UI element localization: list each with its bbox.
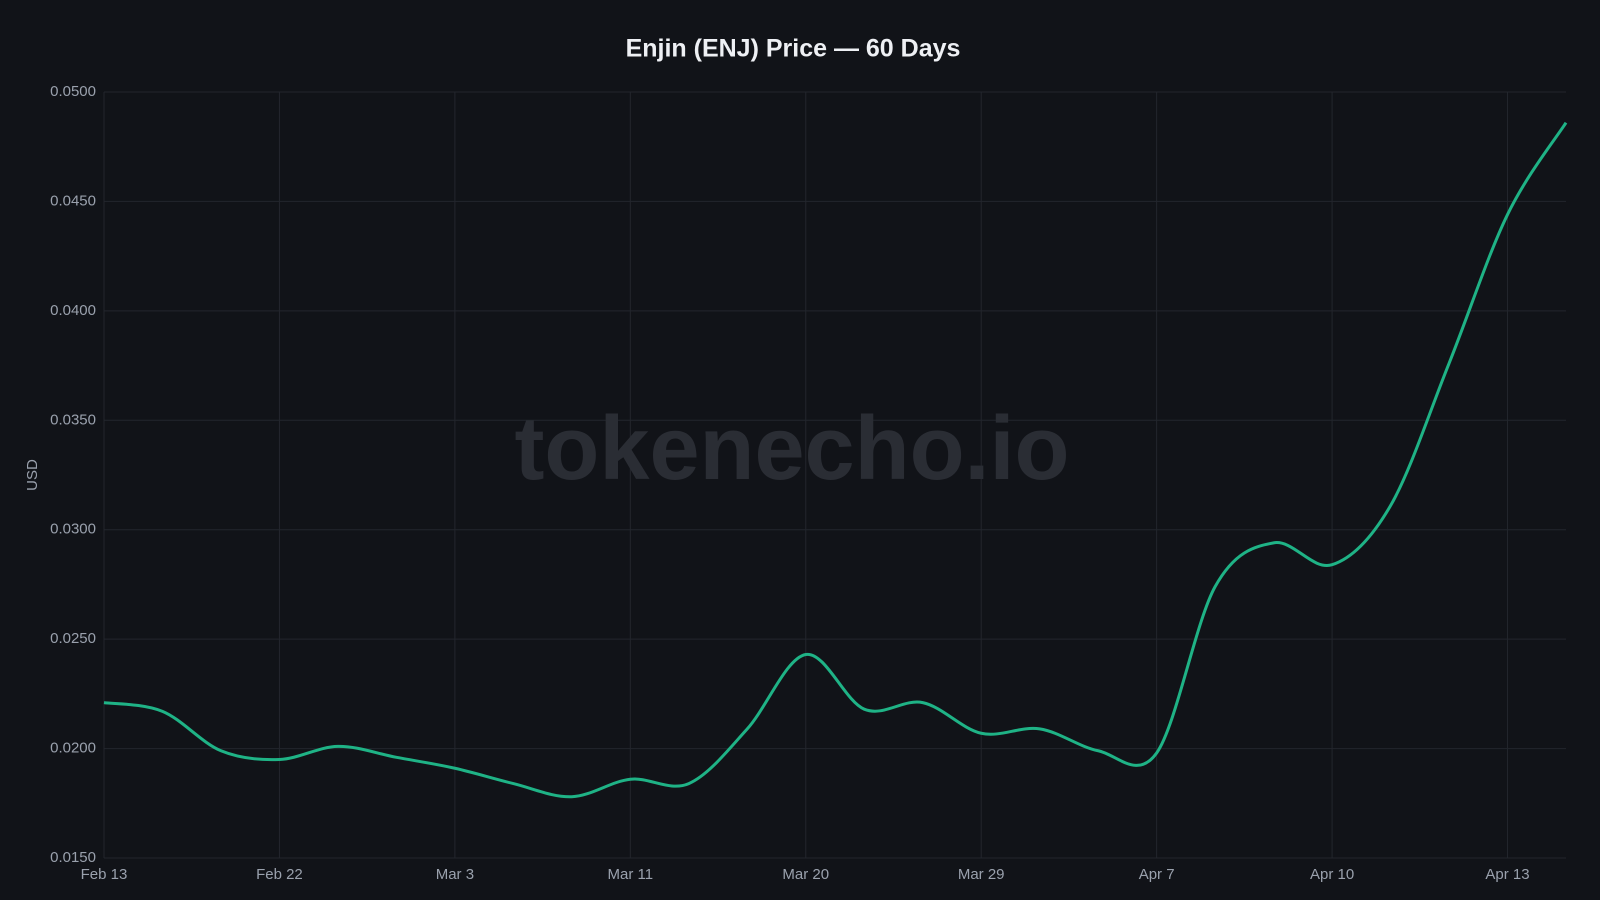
y-tick-label: 0.0450 [50,192,96,209]
y-tick-label: 0.0350 [50,411,96,428]
x-tick-label: Apr 13 [1485,866,1529,883]
chart-title: Enjin (ENJ) Price — 60 Days [626,35,961,63]
x-tick-label: Mar 3 [436,866,474,883]
x-tick-label: Mar 20 [782,866,829,883]
watermark: tokenecho.io [514,399,1069,499]
y-axis-label: USD [24,459,41,491]
x-tick-label: Apr 10 [1310,866,1354,883]
y-tick-label: 0.0400 [50,302,96,319]
y-tick-label: 0.0250 [50,630,96,647]
x-tick-label: Mar 29 [958,866,1005,883]
y-tick-label: 0.0500 [50,83,96,100]
x-tick-label: Mar 11 [608,866,654,883]
y-tick-label: 0.0150 [50,849,96,866]
y-tick-label: 0.0200 [50,740,96,757]
x-tick-label: Apr 7 [1139,866,1175,883]
x-tick-label: Feb 13 [81,866,128,883]
y-tick-label: 0.0300 [50,521,96,538]
x-tick-label: Feb 22 [256,866,303,883]
price-line [103,121,1568,799]
